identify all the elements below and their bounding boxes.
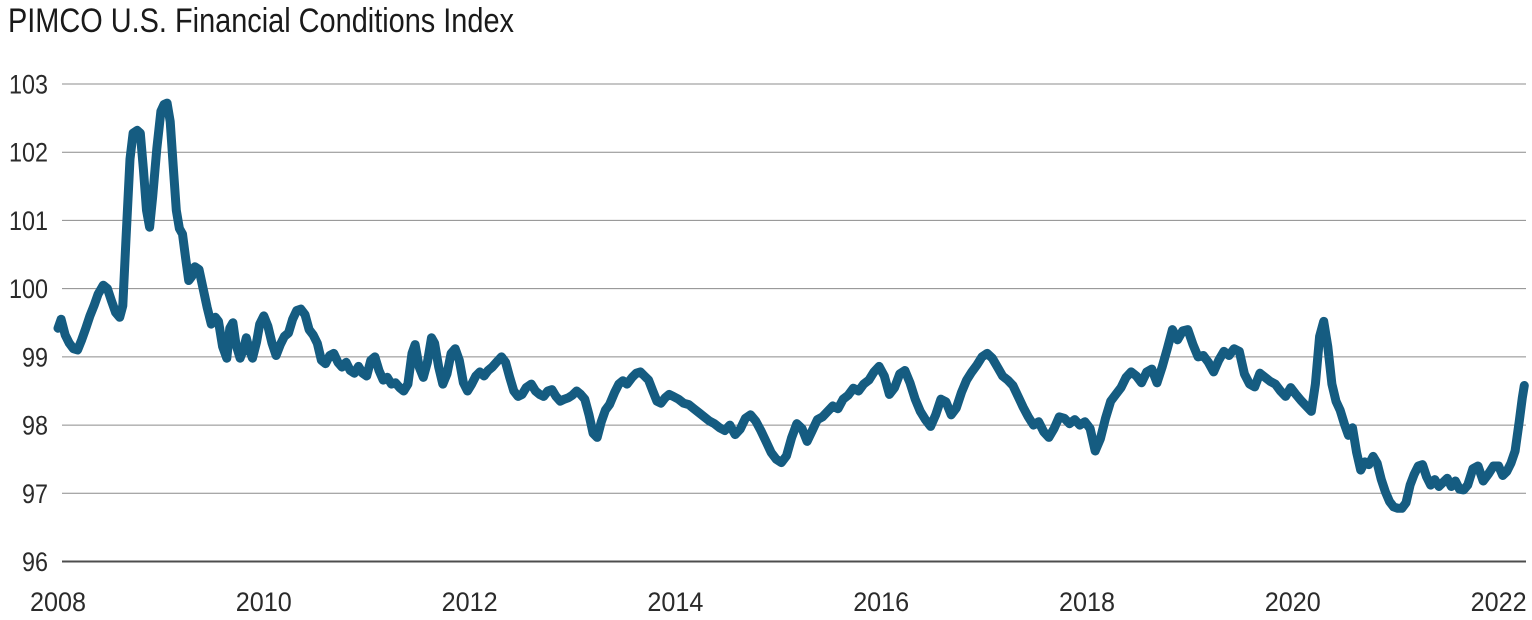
x-tick-label: 2022: [1471, 587, 1527, 617]
y-tick-label: 99: [22, 342, 48, 372]
x-tick-label: 2014: [647, 587, 703, 617]
y-tick-label: 100: [9, 274, 48, 304]
y-tick-label: 103: [9, 70, 48, 100]
x-tick-label: 2012: [442, 587, 498, 617]
x-tick-label: 2020: [1265, 587, 1321, 617]
chart-title: PIMCO U.S. Financial Conditions Index: [8, 2, 514, 40]
x-tick-label: 2016: [853, 587, 909, 617]
y-tick-label: 101: [9, 206, 48, 236]
y-tick-label: 97: [22, 479, 48, 509]
series-line: [53, 98, 1529, 513]
y-tick-label: 102: [9, 138, 48, 168]
x-tick-label: 2018: [1059, 587, 1115, 617]
y-tick-label: 96: [22, 547, 48, 577]
x-tick-label: 2008: [30, 587, 86, 617]
y-tick-label: 98: [22, 411, 48, 441]
x-tick-label: 2010: [236, 587, 292, 617]
